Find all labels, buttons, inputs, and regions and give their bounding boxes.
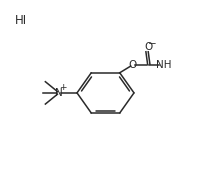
- Text: N: N: [55, 88, 63, 98]
- Text: NH: NH: [156, 60, 171, 70]
- Text: HI: HI: [15, 14, 27, 27]
- Text: +: +: [59, 83, 67, 92]
- Text: −: −: [148, 39, 157, 49]
- Text: O: O: [144, 42, 152, 52]
- Text: O: O: [128, 60, 137, 70]
